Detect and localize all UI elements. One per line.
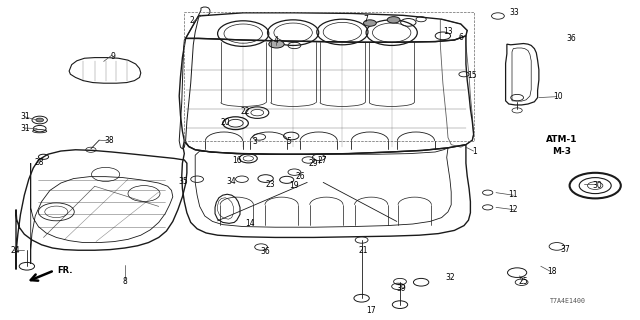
Text: 26: 26 bbox=[296, 172, 306, 180]
Text: 14: 14 bbox=[244, 219, 255, 228]
Text: 22: 22 bbox=[241, 107, 250, 116]
Text: 10: 10 bbox=[553, 92, 563, 101]
Text: 9: 9 bbox=[111, 52, 116, 61]
Text: 13: 13 bbox=[443, 27, 453, 36]
Text: 39: 39 bbox=[396, 284, 406, 293]
Circle shape bbox=[387, 17, 400, 23]
Text: 30: 30 bbox=[593, 181, 603, 190]
Text: 34: 34 bbox=[227, 177, 237, 186]
Text: ATM-1
M-3: ATM-1 M-3 bbox=[546, 135, 578, 156]
Text: 8: 8 bbox=[122, 277, 127, 286]
Text: 31: 31 bbox=[20, 124, 31, 132]
Text: 7: 7 bbox=[364, 15, 369, 24]
Text: 24: 24 bbox=[10, 246, 20, 255]
Text: 11: 11 bbox=[509, 190, 518, 199]
Text: 12: 12 bbox=[509, 205, 518, 214]
Circle shape bbox=[269, 40, 284, 48]
Text: 38: 38 bbox=[104, 136, 114, 145]
Text: 4: 4 bbox=[274, 36, 279, 45]
Text: 36: 36 bbox=[566, 34, 576, 43]
Circle shape bbox=[36, 118, 44, 122]
Text: 29: 29 bbox=[308, 159, 319, 168]
Text: 19: 19 bbox=[289, 181, 300, 190]
Text: 23: 23 bbox=[265, 180, 275, 189]
Text: 3: 3 bbox=[252, 137, 257, 146]
Text: 16: 16 bbox=[232, 156, 243, 165]
Text: 1: 1 bbox=[472, 147, 477, 156]
Text: 21: 21 bbox=[358, 246, 367, 255]
Text: 35: 35 bbox=[179, 177, 189, 186]
Text: 37: 37 bbox=[561, 245, 571, 254]
Text: FR.: FR. bbox=[58, 266, 73, 275]
Text: 17: 17 bbox=[366, 306, 376, 315]
Circle shape bbox=[364, 20, 376, 26]
Text: T7A4E1400: T7A4E1400 bbox=[550, 299, 586, 304]
Text: 27: 27 bbox=[317, 156, 328, 165]
Text: 32: 32 bbox=[445, 273, 456, 282]
Text: 18: 18 bbox=[547, 268, 556, 276]
Text: 31: 31 bbox=[20, 112, 31, 121]
Text: 5: 5 bbox=[287, 137, 292, 146]
Text: 2: 2 bbox=[189, 16, 195, 25]
Text: 33: 33 bbox=[509, 8, 520, 17]
Text: 20: 20 bbox=[220, 118, 230, 127]
Text: 36: 36 bbox=[260, 247, 270, 256]
Text: 28: 28 bbox=[35, 158, 44, 167]
Text: 25: 25 bbox=[518, 277, 528, 286]
Text: 6: 6 bbox=[458, 33, 463, 42]
Text: 15: 15 bbox=[467, 71, 477, 80]
